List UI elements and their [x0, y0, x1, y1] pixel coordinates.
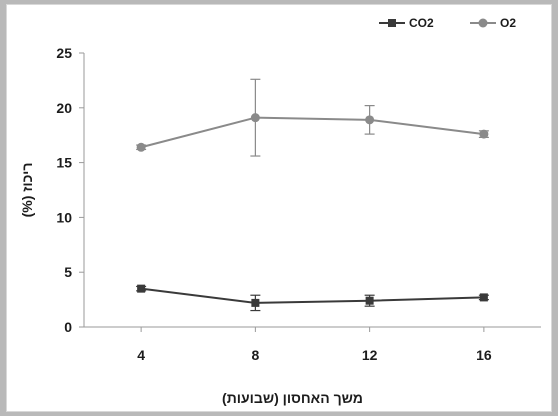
- legend-label: O2: [500, 16, 516, 30]
- axes: [79, 52, 541, 332]
- data-point: [479, 129, 489, 139]
- y-tick-label: 15: [56, 155, 72, 171]
- x-tick-label: 12: [362, 347, 378, 363]
- series-line: [141, 287, 484, 304]
- legend-item-co2: CO2: [379, 16, 434, 30]
- legend-marker: [478, 18, 488, 28]
- series-line: [140, 116, 484, 149]
- y-tick-label: 25: [56, 45, 72, 61]
- series-o2: [136, 78, 489, 157]
- tick-labels: 0 5 10 15 20 25 4 8 12 16: [56, 45, 491, 363]
- series-layer: [136, 78, 489, 312]
- data-point: [365, 115, 375, 125]
- legend-item-o2: O2: [470, 16, 516, 30]
- data-point: [251, 298, 260, 307]
- line-chart: 0 5 10 15 20 25 4 8 12 16 CO2 O2 משך האחסון (שבועו…: [19, 16, 541, 406]
- x-tick-label: 8: [251, 347, 259, 363]
- data-point: [479, 293, 488, 302]
- y-tick-label: 5: [64, 264, 72, 280]
- data-point: [136, 142, 146, 152]
- chart-frame: 0 5 10 15 20 25 4 8 12 16 CO2 O2 משך האחסון (שבועו…: [6, 4, 552, 412]
- x-tick-label: 16: [476, 347, 492, 363]
- x-tick-label: 4: [137, 347, 145, 363]
- y-axis-title: ריכוז (%): [19, 163, 35, 218]
- y-tick-label: 20: [56, 100, 72, 116]
- series-co2: [136, 284, 489, 312]
- data-point: [137, 284, 146, 293]
- legend-label: CO2: [409, 16, 434, 30]
- x-axis-title: משך האחסון (שבועות): [222, 390, 363, 406]
- legend-marker: [388, 19, 396, 27]
- legend: CO2 O2: [379, 16, 516, 30]
- y-tick-label: 10: [56, 209, 72, 225]
- data-point: [365, 296, 374, 305]
- data-point: [250, 113, 260, 123]
- y-tick-label: 0: [64, 319, 72, 335]
